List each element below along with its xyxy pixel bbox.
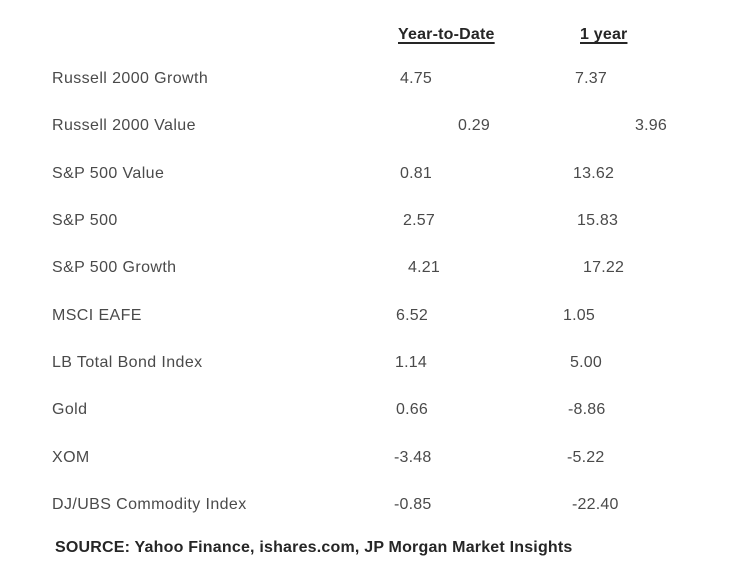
ytd-value: 1.14	[395, 353, 427, 371]
1-year-value: 1.05	[563, 306, 595, 324]
ytd-value: 6.52	[396, 306, 428, 324]
1-year-value: 13.62	[573, 164, 615, 182]
row-label: S&P 500 Growth	[52, 259, 177, 277]
1-year-value: -8.86	[568, 401, 606, 419]
table-row: Gold 0.66 -8.86	[0, 400, 734, 420]
table-row: Russell 2000 Value 0.29 3.96	[0, 116, 734, 136]
ytd-value: -0.85	[394, 495, 432, 513]
ytd-value: 0.29	[458, 117, 490, 135]
column-header-year-to-date: Year-to-Date	[398, 26, 495, 43]
row-label: XOM	[52, 448, 90, 466]
1-year-value: -5.22	[567, 448, 605, 466]
row-label: MSCI EAFE	[52, 306, 142, 324]
row-label: Russell 2000 Value	[52, 117, 196, 135]
ytd-value: 2.57	[403, 211, 435, 229]
row-label: Gold	[52, 401, 88, 419]
table-row: LB Total Bond Index 1.14 5.00	[0, 353, 734, 373]
ytd-value: 0.81	[400, 164, 432, 182]
table-row: S&P 500 2.57 15.83	[0, 211, 734, 231]
row-label: DJ/UBS Commodity Index	[52, 495, 247, 513]
1-year-value: 5.00	[570, 353, 602, 371]
table-row: S&P 500 Growth 4.21 17.22	[0, 258, 734, 278]
1-year-value: -22.40	[572, 495, 619, 513]
1-year-value: 17.22	[583, 259, 625, 277]
source-note: SOURCE: Yahoo Finance, ishares.com, JP M…	[55, 539, 573, 556]
row-label: LB Total Bond Index	[52, 353, 203, 371]
ytd-value: -3.48	[394, 448, 432, 466]
table-row: MSCI EAFE 6.52 1.05	[0, 306, 734, 326]
table-row: DJ/UBS Commodity Index -0.85 -22.40	[0, 495, 734, 515]
table-header: Year-to-Date 1 year	[0, 26, 734, 46]
ytd-value: 4.75	[400, 70, 432, 87]
1-year-value: 15.83	[577, 211, 619, 229]
row-label: S&P 500	[52, 211, 118, 229]
row-label: S&P 500 Value	[52, 164, 165, 182]
table-row: XOM -3.48 -5.22	[0, 448, 734, 468]
1-year-value: 3.96	[635, 117, 667, 135]
table-row: Russell 2000 Growth 4.75 7.37	[0, 69, 734, 89]
ytd-value: 4.21	[408, 259, 440, 277]
1-year-value: 7.37	[575, 70, 607, 87]
column-header-1-year: 1 year	[580, 26, 628, 43]
row-label: Russell 2000 Growth	[52, 70, 209, 87]
ytd-value: 0.66	[396, 401, 428, 419]
table-row: S&P 500 Value 0.81 13.62	[0, 164, 734, 184]
